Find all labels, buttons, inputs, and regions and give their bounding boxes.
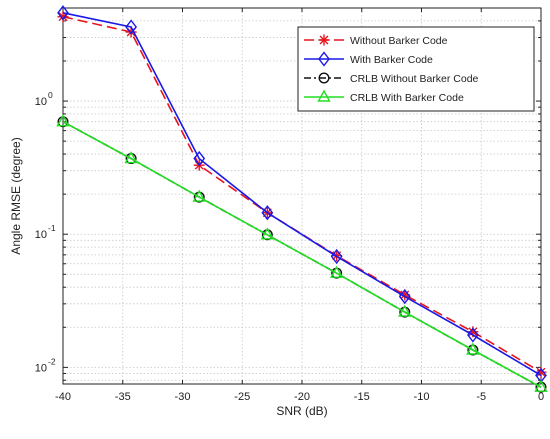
x-tick-label: 0 [538,391,544,403]
legend-item: Without Barker Code [304,34,448,47]
legend-label: Without Barker Code [350,35,448,47]
legend-marker [318,51,330,67]
data-point [329,265,344,278]
y-axis-label: Angle RMSE (degree) [9,137,23,254]
data-point [330,248,343,265]
data-point [466,342,480,355]
x-tick-label: -30 [175,391,191,403]
legend-marker [318,72,330,84]
data-point [193,150,206,167]
data-point [56,114,70,127]
legend-item: CRLB With Barker Code [304,89,464,104]
x-tick-label: -5 [476,391,486,403]
legend-item: CRLB Without Barker Code [304,72,479,85]
legend-marker [318,34,330,46]
legend: Without Barker Code With Barker Code CRLB … [297,26,535,112]
series-4 [56,114,548,392]
y-tick-label: 10 [35,229,47,241]
x-axis-label: SNR (dB) [276,404,327,418]
data-point [192,189,206,202]
y-tick-exponent: -2 [48,356,56,366]
data-point [260,227,275,240]
series-line [62,120,542,388]
series-2 [57,5,547,384]
legend-label: CRLB With Barker Code [350,92,464,104]
data-point [57,5,69,21]
data-point [398,304,412,317]
legend-label: With Barker Code [350,54,433,66]
data-point [125,19,137,35]
y-tick-label: 10 [35,96,47,108]
data-point [467,327,479,343]
data-point [261,205,274,221]
x-tick-label: -35 [115,391,131,403]
data-point [398,288,411,305]
y-tick-exponent: 0 [48,90,53,100]
x-tick-label: -10 [414,391,430,403]
data-point [534,379,548,392]
y-tick-label: 10 [35,362,47,374]
y-tick-exponent: -1 [48,223,56,233]
x-tick-label: -40 [55,391,71,403]
legend-item: With Barker Code [304,51,433,67]
series-line [62,12,542,377]
legend-label: CRLB Without Barker Code [350,73,479,85]
series-line [62,15,542,373]
data-point [124,151,138,164]
data-point [535,366,547,378]
x-tick-label: -25 [234,391,250,403]
legend-marker [317,89,331,102]
x-tick-label: -15 [354,391,370,403]
x-tick-label: -20 [294,391,310,403]
